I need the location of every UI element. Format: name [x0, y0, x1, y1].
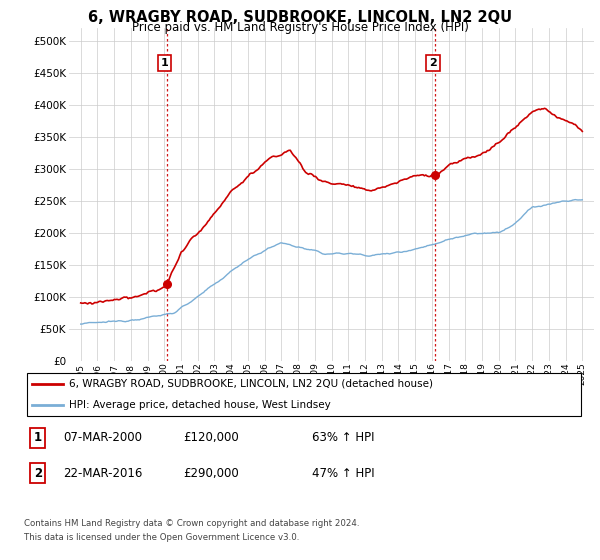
Text: 6, WRAGBY ROAD, SUDBROOKE, LINCOLN, LN2 2QU (detached house): 6, WRAGBY ROAD, SUDBROOKE, LINCOLN, LN2 … [69, 379, 433, 389]
Text: 22-MAR-2016: 22-MAR-2016 [63, 466, 142, 480]
Text: Contains HM Land Registry data © Crown copyright and database right 2024.: Contains HM Land Registry data © Crown c… [24, 519, 359, 528]
Text: Price paid vs. HM Land Registry's House Price Index (HPI): Price paid vs. HM Land Registry's House … [131, 21, 469, 34]
Text: 47% ↑ HPI: 47% ↑ HPI [312, 466, 374, 480]
Text: £120,000: £120,000 [183, 431, 239, 445]
Text: This data is licensed under the Open Government Licence v3.0.: This data is licensed under the Open Gov… [24, 533, 299, 542]
Text: 1: 1 [161, 58, 169, 68]
Text: 2: 2 [429, 58, 437, 68]
Text: 07-MAR-2000: 07-MAR-2000 [63, 431, 142, 445]
Text: 2: 2 [34, 466, 42, 480]
FancyBboxPatch shape [27, 372, 581, 416]
Text: HPI: Average price, detached house, West Lindsey: HPI: Average price, detached house, West… [69, 400, 331, 410]
Text: 6, WRAGBY ROAD, SUDBROOKE, LINCOLN, LN2 2QU: 6, WRAGBY ROAD, SUDBROOKE, LINCOLN, LN2 … [88, 10, 512, 25]
Text: 63% ↑ HPI: 63% ↑ HPI [312, 431, 374, 445]
Text: 1: 1 [34, 431, 42, 445]
Text: £290,000: £290,000 [183, 466, 239, 480]
